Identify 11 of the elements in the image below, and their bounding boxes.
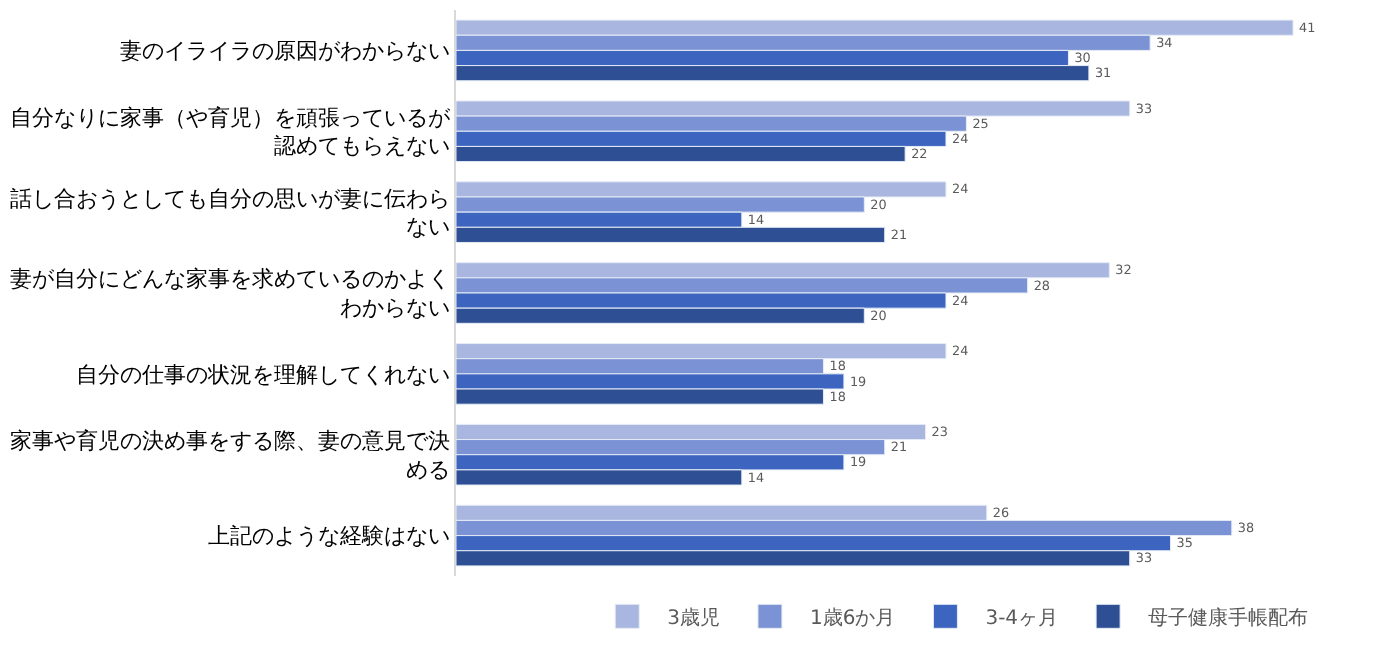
legend-label: 1歳6か月 [809,606,896,631]
y-tick-label: 自分の仕事の状況を理解してくれない [75,361,450,388]
legend-label: 3-4ヶ月 [985,608,1059,631]
y-tick-label: 家事や育児の決め事をする際、妻の意見で決める [9,428,450,483]
y-tick-label: 話し合おうとしても自分の思いが妻に伝わらない [9,185,450,241]
y-tick-label: 自分なりに家事（や育児）を頑張っているが認めてもらえない [9,104,452,160]
legend-label: 3歳児 [667,606,720,631]
y-tick-label: 妻が自分にどんな家事を求めているのかよくわからない [9,266,450,321]
legend-label: 母子健康手帳配布 [1148,606,1309,631]
y-tick-label: 上記のような経験はない [207,523,450,550]
y-tick-label: 妻のイライラの原因がわからない [119,38,450,65]
